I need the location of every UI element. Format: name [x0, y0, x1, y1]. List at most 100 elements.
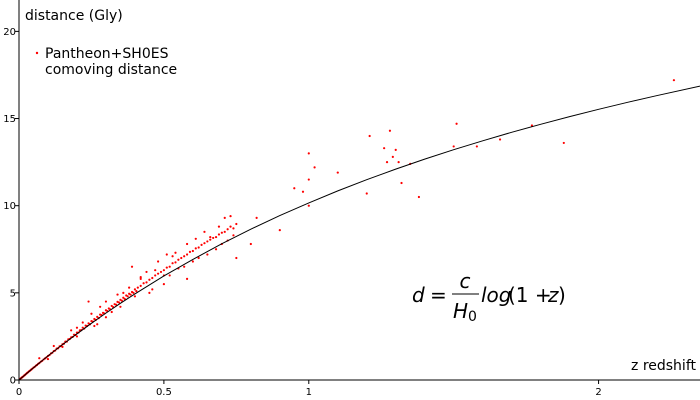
data-point	[139, 277, 142, 280]
formula-argument-var: z	[547, 283, 559, 307]
data-point	[171, 262, 174, 265]
formula-lhs: d	[412, 283, 425, 307]
data-point	[151, 276, 154, 280]
x-tick-label: 0	[16, 387, 22, 398]
data-point	[168, 274, 171, 277]
data-point	[226, 228, 229, 231]
data-point	[391, 155, 394, 158]
data-point	[61, 345, 64, 348]
y-axis-label: distance (Gly)	[25, 8, 123, 24]
data-point	[162, 269, 165, 272]
data-point	[191, 249, 194, 253]
y-tick-label: 0	[10, 376, 16, 387]
data-point	[194, 247, 197, 250]
data-point	[249, 242, 252, 246]
y-ticks: 0 5 10 15 20	[3, 27, 19, 387]
data-point	[194, 237, 197, 240]
data-point	[75, 326, 79, 329]
data-point	[307, 204, 310, 207]
data-point	[278, 228, 281, 232]
data-point	[151, 288, 154, 291]
data-point	[154, 274, 157, 277]
x-tick-label: 0.5	[156, 387, 172, 398]
data-point	[365, 192, 368, 195]
data-point	[214, 248, 218, 251]
data-point	[400, 181, 403, 185]
data-point	[87, 300, 90, 303]
data-point	[162, 283, 165, 286]
data-point	[123, 297, 126, 301]
data-point	[394, 148, 397, 152]
data-point	[148, 291, 151, 294]
data-point	[145, 270, 148, 274]
data-point	[156, 272, 160, 275]
y-tick-label: 20	[3, 27, 16, 38]
data-point	[307, 152, 310, 155]
data-point	[159, 270, 163, 274]
legend-entry-pantheon: Pantheon+SH0ES	[45, 46, 169, 62]
formula-denominator: H	[453, 299, 468, 323]
data-point	[217, 233, 221, 236]
data-point	[180, 256, 183, 260]
data-point	[129, 293, 132, 296]
data-point	[191, 260, 194, 263]
data-point	[232, 234, 235, 237]
data-point	[235, 256, 238, 260]
data-point	[397, 161, 400, 164]
y-tick-label: 15	[3, 114, 16, 125]
data-point	[139, 276, 142, 279]
data-point	[229, 215, 232, 218]
data-point	[93, 324, 96, 328]
data-point	[135, 290, 138, 293]
data-point	[133, 288, 137, 291]
data-point	[200, 243, 203, 247]
data-point	[203, 230, 206, 233]
data-point	[96, 315, 99, 318]
data-point	[122, 291, 125, 294]
data-point	[383, 147, 386, 150]
x-ticks: 0 0.5 1 2	[16, 380, 602, 398]
data-point	[388, 129, 392, 132]
formula-subscript: 0	[468, 309, 477, 325]
data-point	[145, 281, 148, 284]
data-point	[156, 260, 160, 263]
data-point	[209, 238, 212, 241]
data-point	[38, 357, 41, 360]
data-point	[209, 235, 212, 239]
data-point	[301, 190, 305, 193]
data-point	[313, 166, 316, 169]
data-point	[672, 79, 676, 82]
data-point	[235, 222, 238, 226]
data-point	[206, 240, 209, 243]
data-point	[52, 344, 55, 348]
data-point	[232, 227, 235, 230]
data-point	[110, 304, 113, 308]
data-point	[171, 255, 174, 258]
x-tick-label: 2	[595, 387, 601, 398]
data-point	[307, 178, 310, 181]
data-point	[104, 316, 108, 319]
data-point	[99, 305, 102, 308]
data-point	[128, 286, 131, 289]
data-point	[197, 256, 200, 260]
data-point	[104, 300, 108, 303]
curve-layer	[18, 85, 700, 381]
data-point	[475, 145, 478, 148]
data-point	[130, 265, 134, 268]
data-point	[185, 277, 189, 280]
data-point	[133, 295, 137, 298]
data-point	[165, 253, 168, 256]
comoving-distance-line	[18, 85, 700, 381]
data-point	[212, 236, 215, 240]
data-point	[174, 261, 177, 264]
legend-marker-pantheon	[35, 51, 39, 55]
data-point	[229, 225, 232, 228]
data-point	[142, 282, 145, 285]
data-point	[81, 321, 84, 324]
formula-argument-open: (1 +	[508, 283, 558, 307]
data-point	[223, 216, 226, 219]
data-point	[562, 141, 565, 145]
data-point	[188, 250, 192, 253]
data-point	[139, 284, 142, 287]
data-point	[336, 171, 339, 174]
